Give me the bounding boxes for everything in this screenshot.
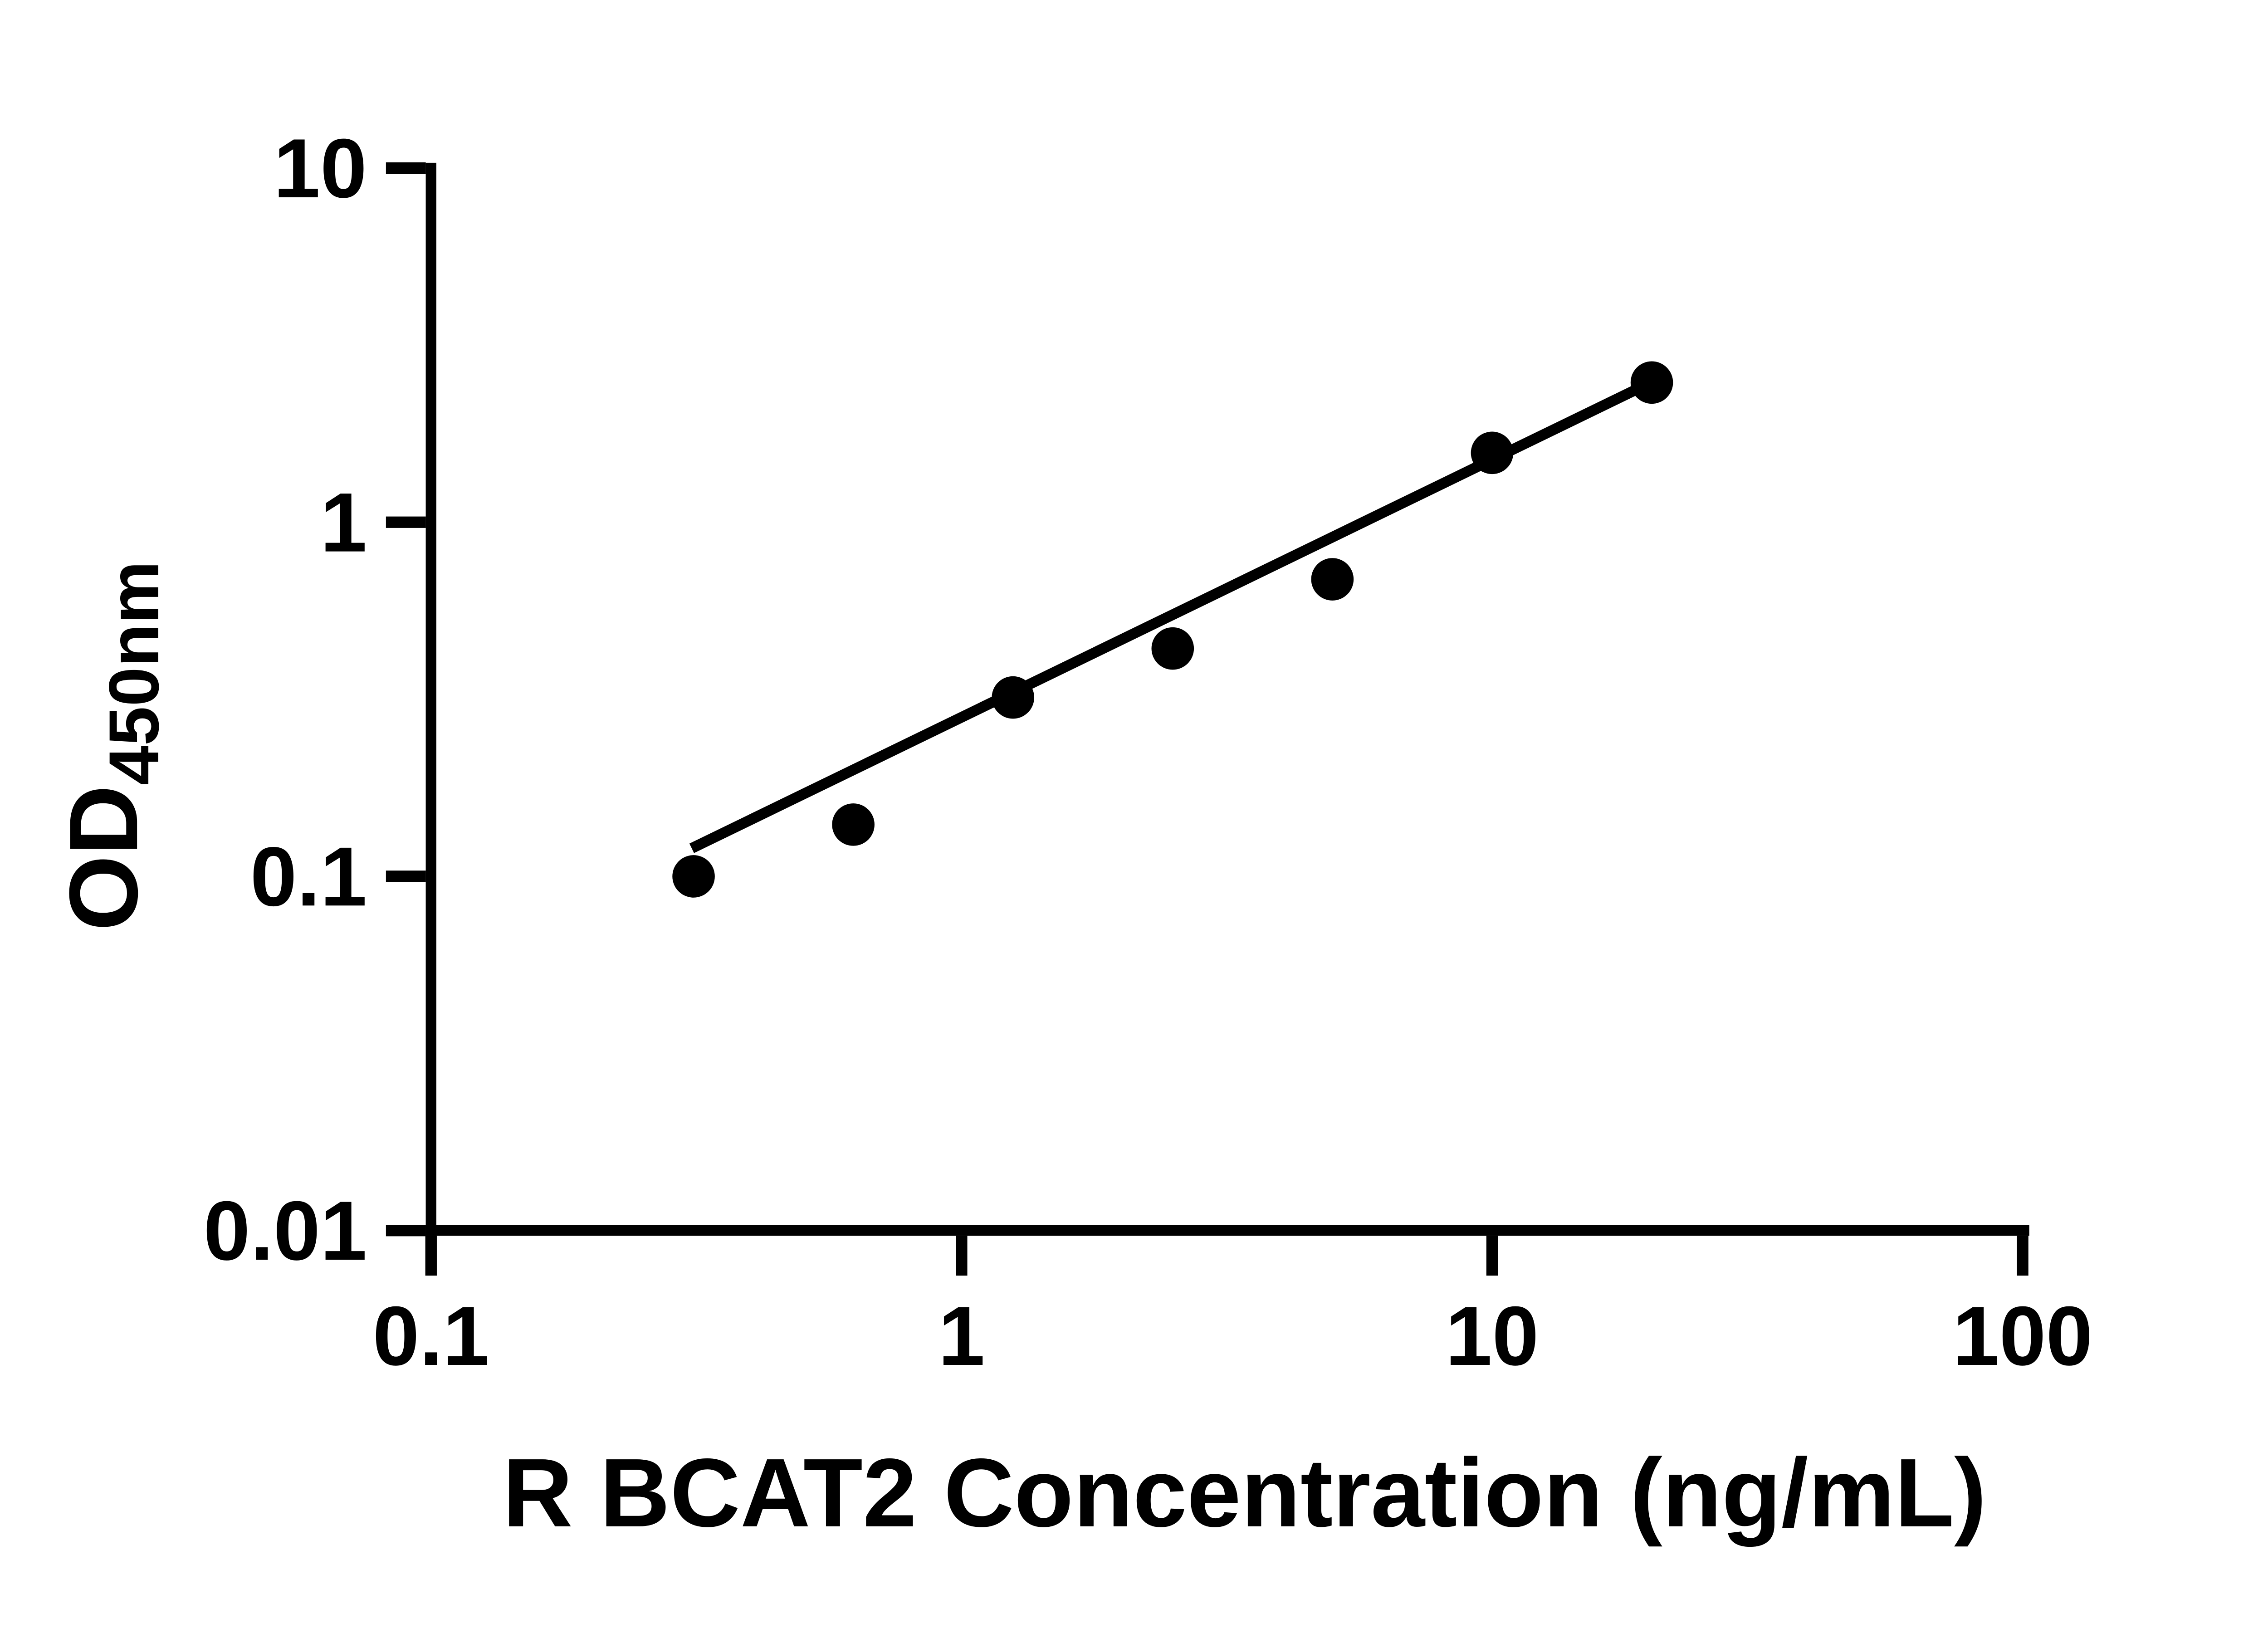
data-point bbox=[672, 855, 715, 898]
x-tick-label: 1 bbox=[938, 1289, 985, 1383]
y-tick-label: 1 bbox=[320, 475, 367, 569]
data-point bbox=[1311, 557, 1354, 601]
data-point bbox=[1630, 361, 1673, 404]
data-point bbox=[832, 803, 875, 846]
y-tick-label: 10 bbox=[274, 121, 367, 215]
x-tick-label: 10 bbox=[1445, 1289, 1539, 1383]
y-tick-label: 0.01 bbox=[204, 1184, 367, 1278]
y-axis-title: OD450nm bbox=[49, 561, 174, 931]
y-axis-title-base: OD bbox=[49, 785, 158, 931]
data-point bbox=[1471, 431, 1514, 474]
x-axis-title: R BCAT2 Concentration (ng/mL) bbox=[503, 1438, 1986, 1547]
x-tick-label: 100 bbox=[1953, 1289, 2093, 1383]
data-point bbox=[992, 676, 1035, 719]
data-point bbox=[1151, 627, 1194, 670]
x-tick-label: 0.1 bbox=[373, 1289, 489, 1383]
y-tick-label: 0.1 bbox=[250, 830, 367, 924]
y-axis-title-subscript: 450nm bbox=[95, 561, 174, 785]
